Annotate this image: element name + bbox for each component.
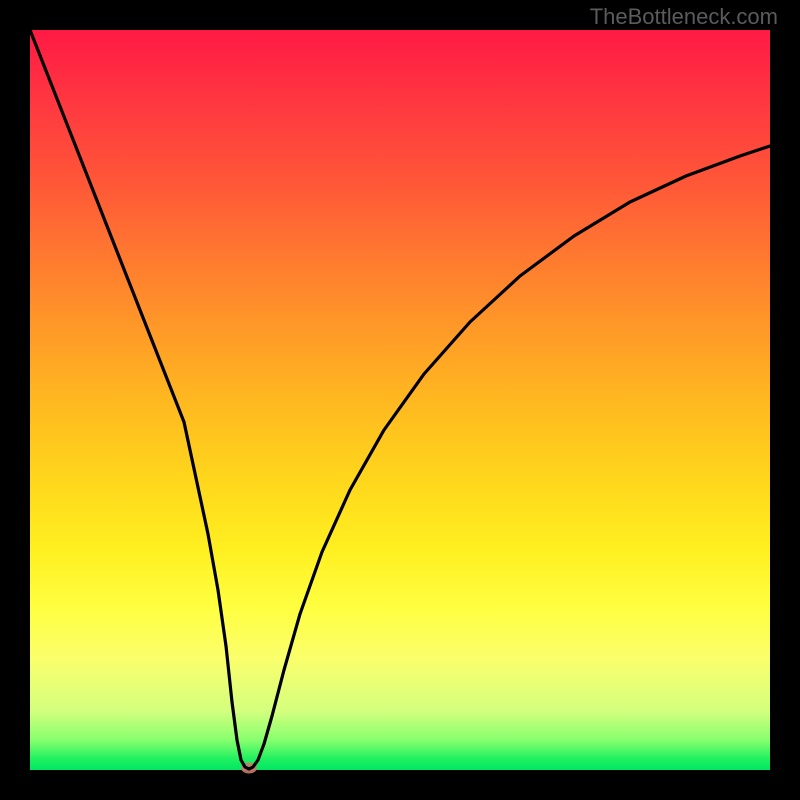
watermark-text: TheBottleneck.com: [590, 4, 778, 30]
chart-container: TheBottleneck.com: [0, 0, 800, 800]
plot-background: [30, 30, 770, 770]
bottleneck-chart: [0, 0, 800, 800]
